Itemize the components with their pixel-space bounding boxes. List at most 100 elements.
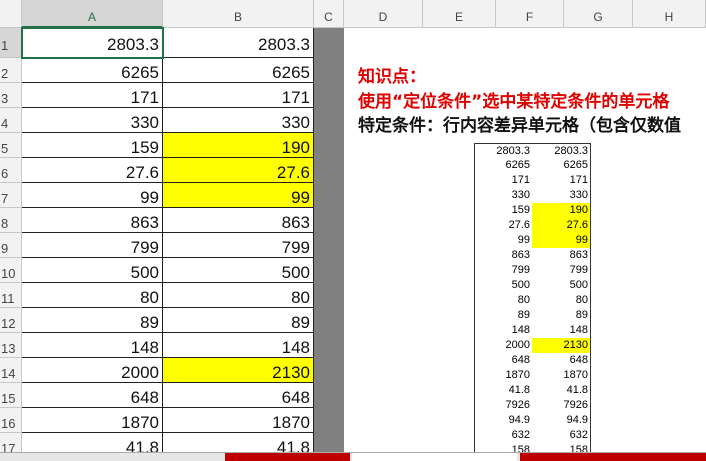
sheet-tab[interactable] — [352, 453, 517, 461]
note-line: 特定条件：行内容差异单元格（包含仅数值 — [358, 116, 681, 136]
sheet-tab[interactable] — [520, 453, 706, 461]
cell: 863 — [163, 208, 314, 233]
table-cell: 94.9 — [474, 413, 533, 429]
column-c-fill — [314, 28, 344, 461]
row-header: 9 — [0, 233, 22, 258]
cell: 171 — [163, 83, 314, 108]
row-header: 12 — [0, 308, 22, 333]
table-cell: 89 — [474, 308, 533, 324]
cell: 190 — [163, 133, 314, 158]
table-cell: 190 — [532, 203, 591, 219]
row-header: 8 — [0, 208, 22, 233]
cell: 80 — [163, 283, 314, 308]
cell: 500 — [22, 258, 163, 283]
table-cell: 648 — [474, 353, 533, 369]
column-header: A — [22, 0, 163, 28]
table-cell: 41.8 — [474, 383, 533, 399]
table-cell: 171 — [532, 173, 591, 189]
table-cell: 1870 — [474, 368, 533, 384]
table-cell: 6265 — [532, 158, 591, 174]
table-cell: 89 — [532, 308, 591, 324]
row-header: 4 — [0, 108, 22, 133]
cell: 799 — [163, 233, 314, 258]
selected-cell — [21, 27, 164, 59]
table-cell: 148 — [532, 323, 591, 339]
cell: 148 — [22, 333, 163, 358]
table-cell: 99 — [474, 233, 533, 249]
table-cell: 632 — [474, 428, 533, 444]
row-header: 6 — [0, 158, 22, 183]
cell: 2803.3 — [163, 28, 314, 58]
table-cell: 500 — [532, 278, 591, 294]
cell: 1870 — [163, 408, 314, 433]
table-cell: 2130 — [532, 338, 591, 354]
table-cell: 99 — [532, 233, 591, 249]
cell: 1870 — [22, 408, 163, 433]
cell: 171 — [22, 83, 163, 108]
row-header: 2 — [0, 58, 22, 83]
table-cell: 2803.3 — [532, 143, 591, 159]
cell: 99 — [22, 183, 163, 208]
table-cell: 2000 — [474, 338, 533, 354]
note-heading: 知识点： — [358, 67, 426, 87]
row-header: 10 — [0, 258, 22, 283]
table-cell: 500 — [474, 278, 533, 294]
table-cell: 330 — [474, 188, 533, 204]
row-header: 11 — [0, 283, 22, 308]
row-header: 1 — [0, 28, 22, 58]
column-header: E — [423, 0, 496, 28]
table-cell: 863 — [532, 248, 591, 264]
table-cell: 1870 — [532, 368, 591, 384]
cell: 2000 — [22, 358, 163, 383]
row-header: 3 — [0, 83, 22, 108]
sheet-tab-bar — [0, 452, 706, 461]
table-cell: 94.9 — [532, 413, 591, 429]
note-line: 使用“定位条件”选中某特定条件的单元格 — [358, 92, 670, 112]
table-cell: 159 — [474, 203, 533, 219]
column-header: F — [496, 0, 564, 28]
cell: 500 — [163, 258, 314, 283]
cell: 89 — [22, 308, 163, 333]
table-cell: 799 — [474, 263, 533, 279]
table-cell: 799 — [532, 263, 591, 279]
table-cell: 632 — [532, 428, 591, 444]
cell: 159 — [22, 133, 163, 158]
cell: 27.6 — [163, 158, 314, 183]
row-header: 16 — [0, 408, 22, 433]
cell: 2130 — [163, 358, 314, 383]
table-cell: 7926 — [532, 398, 591, 414]
table-cell: 2803.3 — [474, 143, 533, 159]
table-cell: 648 — [532, 353, 591, 369]
cell: 330 — [22, 108, 163, 133]
table-cell: 863 — [474, 248, 533, 264]
column-header: C — [314, 0, 344, 28]
table-cell: 148 — [474, 323, 533, 339]
row-header: 15 — [0, 383, 22, 408]
cell: 799 — [22, 233, 163, 258]
table-cell: 27.6 — [532, 218, 591, 234]
column-header: H — [633, 0, 706, 28]
cell: 648 — [163, 383, 314, 408]
row-header: 7 — [0, 183, 22, 208]
column-header: D — [344, 0, 423, 28]
row-header: 5 — [0, 133, 22, 158]
cell: 6265 — [163, 58, 314, 83]
table-cell: 41.8 — [532, 383, 591, 399]
table-cell: 6265 — [474, 158, 533, 174]
table-cell: 80 — [532, 293, 591, 309]
table-cell: 27.6 — [474, 218, 533, 234]
cell: 148 — [163, 333, 314, 358]
corner — [0, 0, 22, 28]
sheet-tab[interactable] — [225, 453, 350, 461]
cell: 80 — [22, 283, 163, 308]
table-cell: 7926 — [474, 398, 533, 414]
row-header: 14 — [0, 358, 22, 383]
column-header: B — [163, 0, 314, 28]
cell: 648 — [22, 383, 163, 408]
table-cell: 80 — [474, 293, 533, 309]
cell: 89 — [163, 308, 314, 333]
cell: 27.6 — [22, 158, 163, 183]
cell: 330 — [163, 108, 314, 133]
row-header: 13 — [0, 333, 22, 358]
